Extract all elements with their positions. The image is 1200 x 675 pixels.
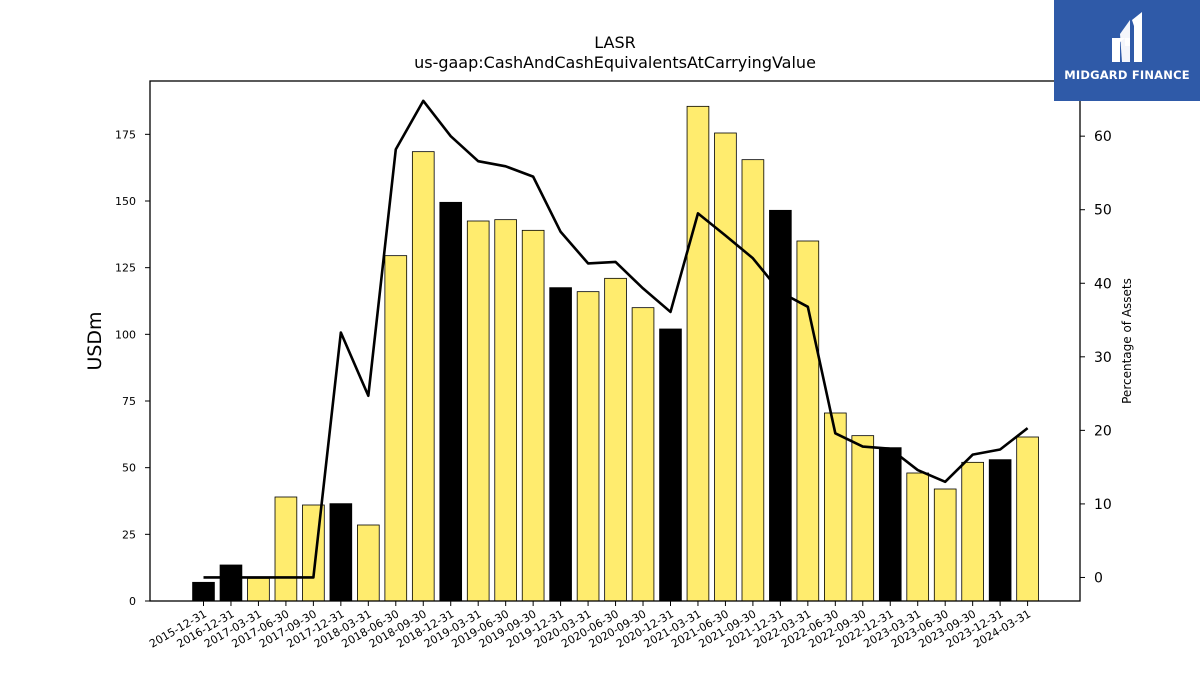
- bar-2023-12-31: [988, 459, 1012, 602]
- bar-2017-06-30: [274, 496, 298, 602]
- y-tick-label: 125: [115, 262, 136, 275]
- bar-2018-06-30: [384, 255, 408, 602]
- bar-2018-12-31: [439, 201, 463, 602]
- bar-2023-03-31: [906, 472, 930, 602]
- bar-2022-03-31: [796, 240, 820, 602]
- plot-frame: [149, 80, 1081, 602]
- y2-tick-label: 50: [1094, 203, 1112, 219]
- y2-axis-label: Percentage of Assets: [1120, 278, 1134, 404]
- bar-2022-06-30: [824, 412, 847, 602]
- x-axis: 2015-12-312016-12-312017-03-312017-06-30…: [147, 601, 1033, 651]
- y-axis-label: USDm: [84, 311, 106, 370]
- y2-tick-label: 10: [1094, 497, 1112, 513]
- bar-2018-09-30: [411, 151, 435, 602]
- bar-2020-12-31: [659, 328, 682, 602]
- bar-2019-03-31: [466, 220, 490, 602]
- bar-2020-06-30: [604, 277, 627, 602]
- logo-text: MIDGARD FINANCE: [1064, 68, 1190, 82]
- y2-tick-label: 20: [1094, 423, 1112, 439]
- bar-2017-12-31: [329, 503, 353, 602]
- bar-2015-12-31: [192, 581, 215, 602]
- y-tick-label: 175: [115, 128, 136, 141]
- bar-2020-09-30: [631, 307, 655, 602]
- midgard-logo-icon: [1112, 12, 1142, 62]
- bar-2018-03-31: [357, 524, 380, 602]
- bar-2021-09-30: [741, 159, 765, 602]
- y-axis-right: 0 10 20 30 40 50 60: [1080, 129, 1112, 586]
- bar-2023-06-30: [933, 488, 957, 602]
- bar-2021-12-31: [769, 209, 792, 602]
- bar-2022-12-31: [878, 447, 902, 602]
- midgard-finance-logo: MIDGARD FINANCE: [1054, 0, 1200, 101]
- y-axis-left: 0 25 50 75 100 125 150 175: [115, 128, 150, 608]
- bar-2024-03-31: [1016, 436, 1039, 602]
- chart-subtitle: us-gaap:CashAndCashEquivalentsAtCarrying…: [414, 53, 816, 72]
- bar-2019-06-30: [494, 219, 517, 602]
- bar-2023-09-30: [961, 461, 984, 602]
- y-tick-label: 50: [122, 462, 136, 475]
- y-tick-label: 0: [129, 595, 136, 608]
- bar-2020-03-31: [576, 291, 600, 602]
- y2-tick-label: 30: [1094, 350, 1112, 366]
- bar-group: [192, 105, 1039, 602]
- y2-tick-label: 40: [1094, 276, 1112, 292]
- percentage-line-group: [203, 99, 1029, 579]
- percentage-line: [203, 99, 1029, 579]
- bar-2021-06-30: [714, 132, 737, 602]
- bar-2017-03-31: [247, 577, 270, 602]
- chart-title: LASR: [594, 33, 636, 52]
- bar-2019-12-31: [549, 287, 572, 602]
- y2-tick-label: 60: [1094, 129, 1112, 145]
- y-tick-label: 75: [122, 395, 136, 408]
- bar-2022-09-30: [851, 435, 875, 602]
- y-tick-label: 150: [115, 195, 136, 208]
- y2-tick-label: 0: [1094, 570, 1103, 586]
- y-tick-label: 100: [115, 328, 136, 341]
- bar-2019-09-30: [521, 229, 545, 602]
- y-tick-label: 25: [122, 528, 136, 541]
- bar-2021-03-31: [686, 105, 710, 602]
- bar-2016-12-31: [219, 564, 243, 602]
